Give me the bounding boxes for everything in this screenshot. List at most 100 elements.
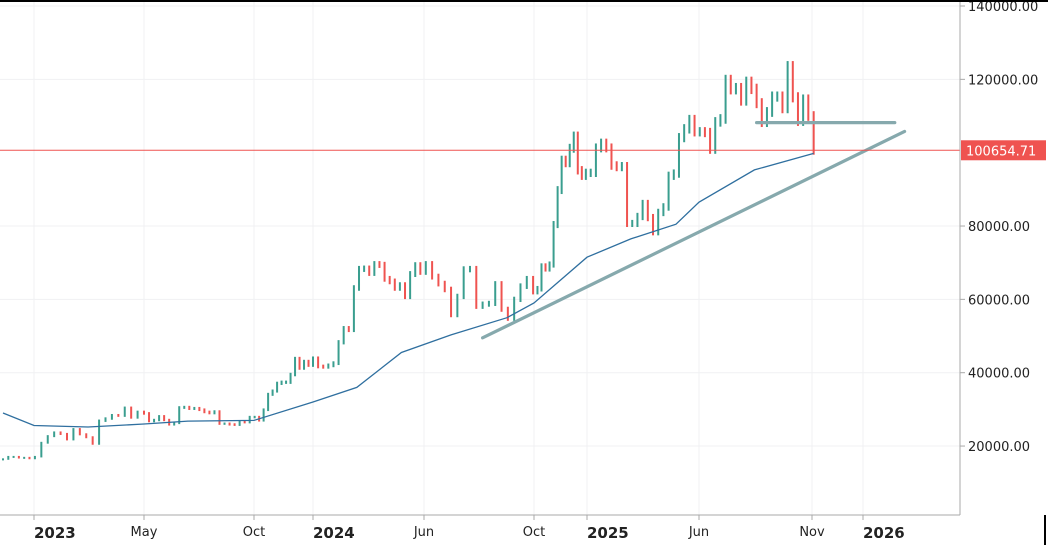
- price-bar: [322, 364, 325, 369]
- price-bar: [203, 408, 206, 414]
- price-bar: [532, 275, 535, 295]
- price-bar: [462, 266, 465, 300]
- price-bar: [536, 285, 539, 295]
- price-bar: [672, 169, 675, 180]
- price-bar: [667, 171, 670, 211]
- price-bar: [2, 458, 5, 461]
- price-bar: [17, 455, 20, 459]
- price-bar: [243, 420, 246, 424]
- price-bar: [285, 380, 288, 384]
- drawn-trendlines[interactable]: [481, 121, 907, 340]
- window-edge: [1044, 515, 1046, 545]
- price-bar: [807, 94, 810, 121]
- price-bar: [238, 420, 241, 426]
- price-bar: [802, 94, 805, 126]
- price-bar: [183, 405, 186, 409]
- price-bar: [198, 406, 201, 412]
- price-bar: [332, 361, 335, 368]
- price-bar: [98, 419, 101, 445]
- price-bar: [398, 282, 401, 291]
- price-bar: [709, 127, 712, 154]
- price-bar: [437, 273, 440, 287]
- price-bar: [791, 61, 794, 103]
- price-bar: [605, 138, 608, 153]
- price-bar: [163, 415, 166, 422]
- price-bar: [631, 219, 634, 228]
- price-bar: [317, 356, 320, 369]
- price-bar: [368, 265, 371, 276]
- price-bar: [556, 186, 559, 229]
- price-bar: [481, 301, 484, 309]
- price-bar: [456, 293, 459, 318]
- price-bar: [188, 405, 191, 410]
- price-bar: [755, 83, 758, 109]
- price-bar: [615, 161, 618, 172]
- y-tick-label: 80000.00: [968, 220, 1030, 235]
- price-bar: [218, 410, 221, 425]
- price-bar: [59, 431, 62, 435]
- price-bar: [525, 275, 528, 289]
- price-bar: [388, 275, 391, 285]
- price-bar: [519, 283, 522, 303]
- price-bar: [513, 296, 516, 321]
- price-bar: [703, 127, 706, 138]
- price-bar: [347, 326, 350, 333]
- price-bar: [657, 208, 660, 236]
- x-tick-label: May: [131, 525, 158, 540]
- price-bar: [564, 155, 567, 168]
- price-bar: [7, 455, 10, 460]
- price-bar: [468, 265, 471, 273]
- price-bar: [148, 412, 151, 423]
- price-bar: [724, 74, 727, 124]
- price-bar: [33, 455, 36, 460]
- price-bar: [130, 406, 133, 419]
- price-bar: [158, 415, 161, 422]
- top-border: [0, 0, 1048, 2]
- y-tick-label: 60000.00: [968, 293, 1030, 308]
- price-bar: [771, 91, 774, 117]
- time-axis-labels[interactable]: 2023 May Oct 2024 Jun Oct 2025 Jun Nov 2026: [33, 515, 905, 542]
- last-price-box: [961, 140, 1046, 161]
- x-tick-label: Jun: [413, 525, 434, 540]
- price-bar: [600, 138, 603, 153]
- price-bar: [576, 131, 579, 175]
- price-bar: [580, 166, 583, 180]
- price-bar: [719, 114, 722, 127]
- price-bar: [303, 359, 306, 370]
- price-axis[interactable]: [960, 0, 1048, 545]
- price-bar: [745, 76, 748, 106]
- price-bar: [500, 281, 503, 312]
- price-bar: [378, 261, 381, 268]
- price-bar: [683, 124, 686, 143]
- price-bar: [78, 428, 81, 436]
- price-bar: [178, 406, 181, 425]
- price-bar: [173, 421, 176, 426]
- support-trendline[interactable]: [481, 129, 907, 340]
- price-axis-labels: 140000.00 120000.00 80000.00 60000.00 40000.…: [960, 0, 1038, 455]
- price-bar: [143, 410, 145, 415]
- price-bar: [40, 441, 43, 458]
- last-price-badge: 100654.71: [961, 140, 1046, 161]
- price-bar: [475, 265, 478, 309]
- price-bar: [646, 199, 649, 222]
- y-tick-label: 140000.00: [968, 0, 1038, 15]
- price-bar: [117, 413, 120, 417]
- price-bar: [23, 456, 26, 459]
- price-bar: [494, 281, 497, 306]
- x-tick-label: Nov: [799, 525, 825, 540]
- price-bar: [307, 359, 310, 367]
- price-bar: [450, 286, 453, 318]
- price-bar: [698, 127, 701, 137]
- price-bar: [729, 74, 732, 95]
- price-bar: [776, 91, 779, 102]
- y-tick-label: 120000.00: [968, 73, 1038, 88]
- price-bar: [636, 212, 639, 228]
- price-bar: [589, 168, 592, 178]
- y-tick-label: 40000.00: [968, 367, 1030, 382]
- price-bar: [262, 408, 265, 422]
- price-bar: [620, 162, 623, 172]
- price-bars: [2, 61, 815, 461]
- price-bar: [786, 61, 789, 114]
